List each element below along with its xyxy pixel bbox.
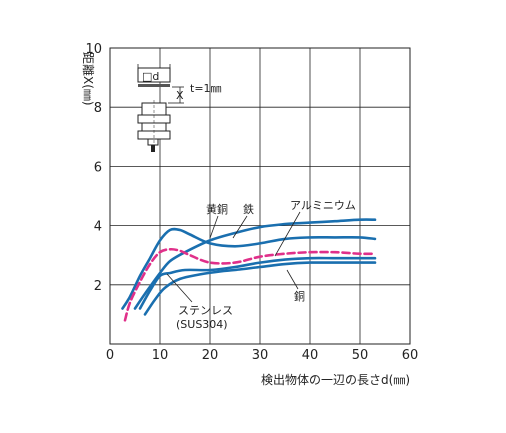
y-axis-title: 距離X(㎜) <box>81 52 95 106</box>
y-tick-label: 10 <box>85 42 102 57</box>
sensor-head <box>141 102 167 116</box>
x-tick-label: 20 <box>202 348 219 363</box>
leader-stainless <box>166 273 193 303</box>
x-tick-label: 10 <box>152 348 169 363</box>
inset-x-label: X <box>176 89 184 102</box>
y-tick-label: 8 <box>94 101 102 116</box>
y-tick-label: 4 <box>94 220 102 235</box>
sensor-cable <box>151 145 155 152</box>
plot-frame <box>109 47 411 345</box>
x-tick-label: 60 <box>402 348 419 363</box>
leader-brass <box>209 215 219 239</box>
label-aluminum: アルミニウム <box>290 199 356 212</box>
leader-iron <box>232 215 248 239</box>
series-line-4 <box>143 261 377 316</box>
x-axis-label: 検出物体の一辺の長さd(㎜) <box>261 373 410 387</box>
label-sus304: (SUS304) <box>176 318 228 331</box>
x-tick-label: 40 <box>302 348 319 363</box>
label-stainless: ステンレス <box>178 304 233 317</box>
curve-annotations: 黄銅 鉄 アルミニウム 銅 ステンレス (SUS304) <box>166 199 356 331</box>
sensor-tail <box>147 138 159 146</box>
grid <box>110 48 410 344</box>
label-copper: 銅 <box>294 289 305 303</box>
label-iron: 鉄 <box>243 202 254 216</box>
y-tick-label: 6 <box>94 160 102 175</box>
x-tick-label: 30 <box>252 348 269 363</box>
y-axis-label: 距離X(㎜) <box>81 52 95 106</box>
sensor-inset-diagram: □d X t=1㎜ <box>137 64 222 152</box>
series-lines <box>121 218 377 322</box>
leader-aluminum <box>274 211 301 257</box>
inset-t-label: t=1㎜ <box>190 82 222 95</box>
series-line-2 <box>123 247 377 322</box>
label-brass: 黄銅 <box>206 202 228 216</box>
target-thickness <box>138 84 170 87</box>
y-tick-label: 2 <box>94 279 102 294</box>
y-tick-labels: 2 4 6 8 10 <box>85 42 102 294</box>
series-line-0 <box>121 227 377 310</box>
leader-copper <box>286 269 299 290</box>
target-plate <box>137 67 171 83</box>
x-tick-labels: 0 10 20 30 40 50 60 <box>106 348 418 363</box>
inset-d-label: □d <box>142 70 159 83</box>
series-line-3 <box>138 256 377 310</box>
series-line-1 <box>133 218 377 310</box>
x-tick-label: 0 <box>106 348 114 363</box>
x-tick-label: 50 <box>352 348 369 363</box>
